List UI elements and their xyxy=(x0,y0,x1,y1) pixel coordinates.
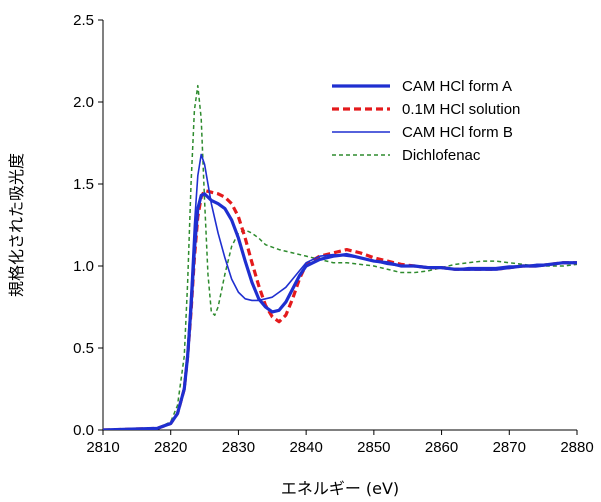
legend-label-0: CAM HCl form A xyxy=(402,78,512,95)
series-layer xyxy=(103,84,577,430)
series-line-1 xyxy=(103,188,577,430)
x-tick-label: 2860 xyxy=(425,439,458,456)
x-tick-label: 2880 xyxy=(560,439,593,456)
legend-label-3: Dichlofenac xyxy=(402,147,481,164)
x-tick-label: 2830 xyxy=(222,439,255,456)
y-tick-label: 2.5 xyxy=(73,12,94,29)
x-tick-label: 2840 xyxy=(289,439,322,456)
legend-label-2: CAM HCl form B xyxy=(402,124,513,141)
x-tick-label: 2870 xyxy=(493,439,526,456)
legend-label-1: 0.1M HCl solution xyxy=(402,101,520,118)
x-tick-label: 2810 xyxy=(86,439,119,456)
series-line-2 xyxy=(103,153,577,430)
y-axis-title: 規格化された吸光度 xyxy=(7,153,26,297)
y-tick-label: 0.5 xyxy=(73,340,94,357)
axes: 0.0 0.5 1.0 1.5 2.0 2.5 2810 2820 2830 2840 2850 28… xyxy=(73,12,594,456)
y-tick-label: 2.0 xyxy=(73,94,94,111)
x-tick-label: 2850 xyxy=(357,439,390,456)
legend: CAM HCl form A 0.1M HCl solution CAM HCl f… xyxy=(332,78,520,164)
series-line-0 xyxy=(103,192,577,430)
x-tick-label: 2820 xyxy=(154,439,187,456)
x-axis-title: エネルギー (eV) xyxy=(281,479,399,498)
y-tick-label: 0.0 xyxy=(73,422,94,439)
series-line-3 xyxy=(103,84,577,430)
y-tick-label: 1.5 xyxy=(73,176,94,193)
y-tick-label: 1.0 xyxy=(73,258,94,275)
